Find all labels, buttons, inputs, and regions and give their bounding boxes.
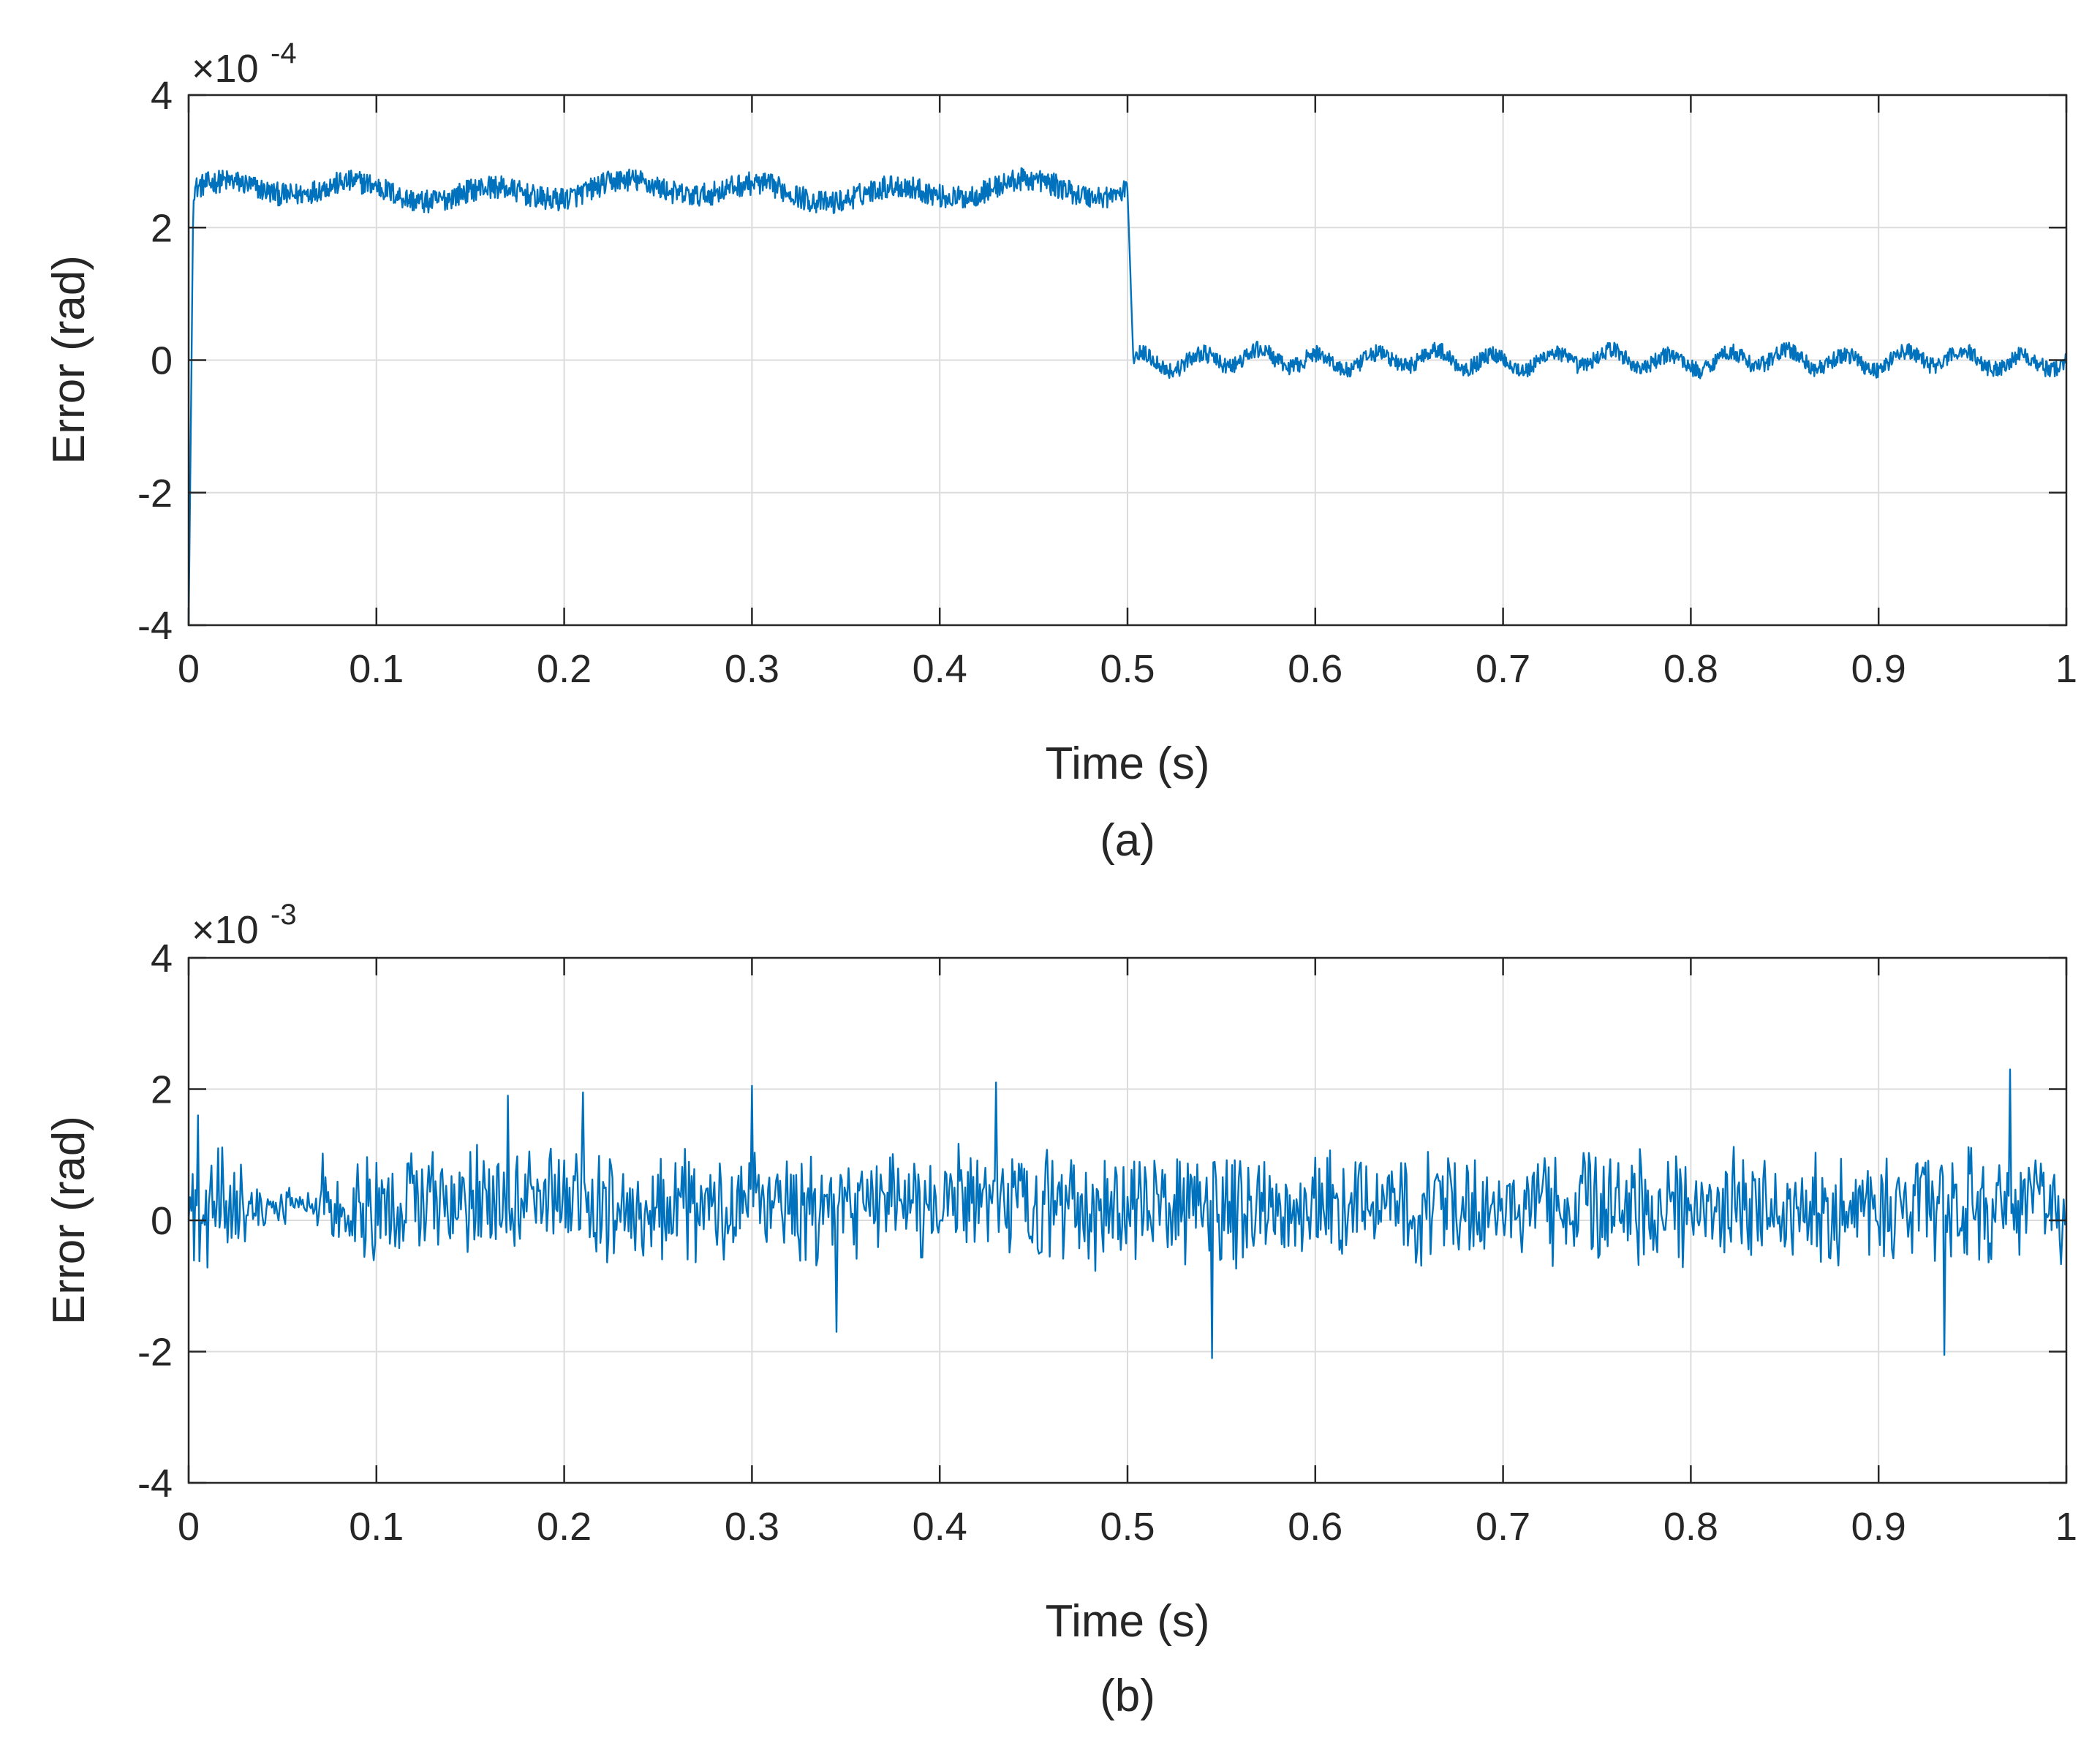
y-tick-label: 2 — [151, 206, 173, 250]
x-tick-label: 0.5 — [1100, 647, 1155, 691]
x-tick-label: 0.4 — [913, 1505, 967, 1549]
y-tick-label: 0 — [151, 1199, 173, 1243]
y-tick-label: -2 — [137, 1331, 173, 1375]
x-tick-label: 0.2 — [537, 647, 592, 691]
x-tick-label: 1 — [2055, 1505, 2077, 1549]
x-tick-label: 0.3 — [725, 647, 779, 691]
x-tick-label: 0.4 — [913, 647, 967, 691]
y-tick-label: -2 — [137, 472, 173, 515]
x-tick-label: 0.3 — [725, 1505, 779, 1549]
x-tick-label: 0 — [178, 1505, 200, 1549]
x-tick-label: 0.2 — [537, 1505, 592, 1549]
y-tick-label: -4 — [137, 1462, 173, 1506]
x-tick-label: 0.9 — [1851, 647, 1906, 691]
x-tick-label: 1 — [2055, 647, 2077, 691]
panel-b-exponent-power: -3 — [271, 899, 297, 931]
x-tick-label: 0.7 — [1476, 1505, 1530, 1549]
series-line-error — [187, 1068, 2068, 1359]
y-tick-label: 4 — [151, 937, 173, 981]
panel-a-exponent-power: -4 — [271, 37, 297, 69]
y-tick-label: -4 — [137, 604, 173, 648]
x-tick-label: 0.5 — [1100, 1505, 1155, 1549]
panel-b-caption: (b) — [1100, 1671, 1155, 1721]
series-line-error — [187, 167, 2068, 626]
x-tick-label: 0.1 — [349, 647, 404, 691]
panel-a-y-axis-title: Error (rad) — [44, 255, 94, 464]
panel-b-x-axis-title: Time (s) — [1046, 1596, 1210, 1647]
panel-b-y-axis-title: Error (rad) — [44, 1116, 94, 1325]
panel-b-exponent-base: ×10 — [192, 908, 259, 952]
x-tick-label: 0.9 — [1851, 1505, 1906, 1549]
panel-a-y-tick-labels: -4 -2 0 2 4 — [137, 74, 173, 648]
panel-a-x-tick-labels: 0 0.1 0.2 0.3 0.4 0.5 0.6 0.7 0.8 0.9 1 — [178, 647, 2077, 691]
x-tick-label: 0.6 — [1288, 647, 1342, 691]
x-tick-label: 0 — [178, 647, 200, 691]
panel-b-y-tick-labels: -4 -2 0 2 4 — [137, 937, 173, 1506]
panel-a-exponent-base: ×10 — [192, 47, 259, 91]
panel-a-ticks — [187, 94, 2068, 627]
x-tick-label: 0.7 — [1476, 647, 1530, 691]
panel-a-grid — [189, 95, 2066, 625]
panel-b: 0 0.1 0.2 0.3 0.4 0.5 0.6 0.7 0.8 0.9 1 -4 -2 0 2 4 ×1… — [44, 899, 2077, 1721]
panel-a: 0 0.1 0.2 0.3 0.4 0.5 0.6 0.7 0.8 0.9 1 -4 -2 0 2 4 ×1… — [44, 37, 2077, 866]
y-tick-label: 4 — [151, 74, 173, 118]
panel-a-x-axis-title: Time (s) — [1046, 738, 1210, 789]
y-tick-label: 0 — [151, 339, 173, 383]
panel-a-caption: (a) — [1100, 815, 1155, 866]
x-tick-label: 0.8 — [1663, 1505, 1718, 1549]
panel-b-ticks — [187, 956, 2068, 1484]
x-tick-label: 0.1 — [349, 1505, 404, 1549]
panel-b-x-tick-labels: 0 0.1 0.2 0.3 0.4 0.5 0.6 0.7 0.8 0.9 1 — [178, 1505, 2077, 1549]
x-tick-label: 0.8 — [1663, 647, 1718, 691]
x-tick-label: 0.6 — [1288, 1505, 1342, 1549]
y-tick-label: 2 — [151, 1068, 173, 1112]
